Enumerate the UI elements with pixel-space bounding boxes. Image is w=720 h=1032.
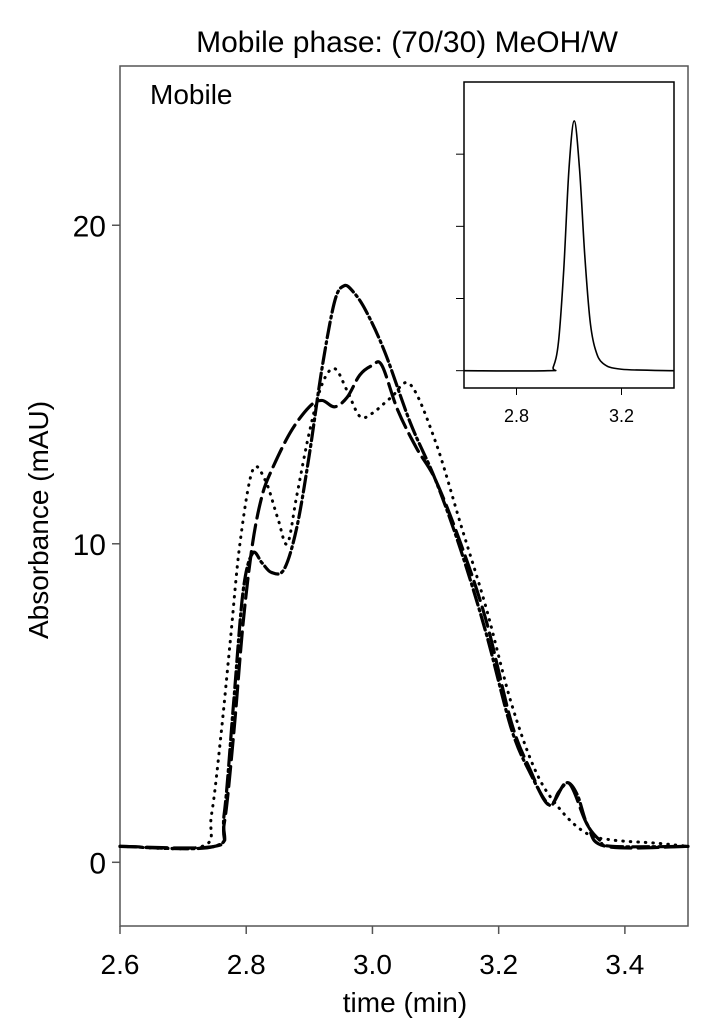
inset-x-tick-label: 3.2 [609, 406, 634, 426]
inset-peak-line [463, 120, 675, 372]
series-line-dash [118, 360, 690, 850]
x-tick-label: 2.8 [227, 949, 266, 980]
series-line-dash-dot [118, 283, 690, 851]
y-tick-label: 0 [89, 847, 106, 880]
x-axis-label: time (min) [343, 987, 467, 1018]
inset-x-tick-label: 2.8 [504, 406, 529, 426]
x-tick-label: 3.4 [605, 949, 644, 980]
y-tick-label: 10 [73, 529, 106, 562]
main-series-group [118, 283, 690, 851]
y-axis-label: Absorbance (mAU) [23, 401, 54, 639]
inset-plot-frame [463, 81, 675, 389]
inset-axis-ticks: 2.8 3.2 [456, 153, 634, 426]
x-tick-label: 2.6 [101, 949, 140, 980]
chart-title: Mobile phase: (70/30) MeOH/W [196, 26, 619, 59]
main-axis-ticks: 2.6 2.8 3.0 3.2 3.4 0 10 20 [73, 210, 645, 980]
panel-annotation: Mobile [150, 79, 232, 110]
series-line-dotted [118, 367, 690, 851]
inset-series-group [463, 120, 675, 372]
x-tick-label: 3.0 [353, 949, 392, 980]
main-plot-frame [119, 65, 689, 927]
y-tick-label: 20 [73, 210, 106, 243]
x-tick-label: 3.2 [479, 949, 518, 980]
